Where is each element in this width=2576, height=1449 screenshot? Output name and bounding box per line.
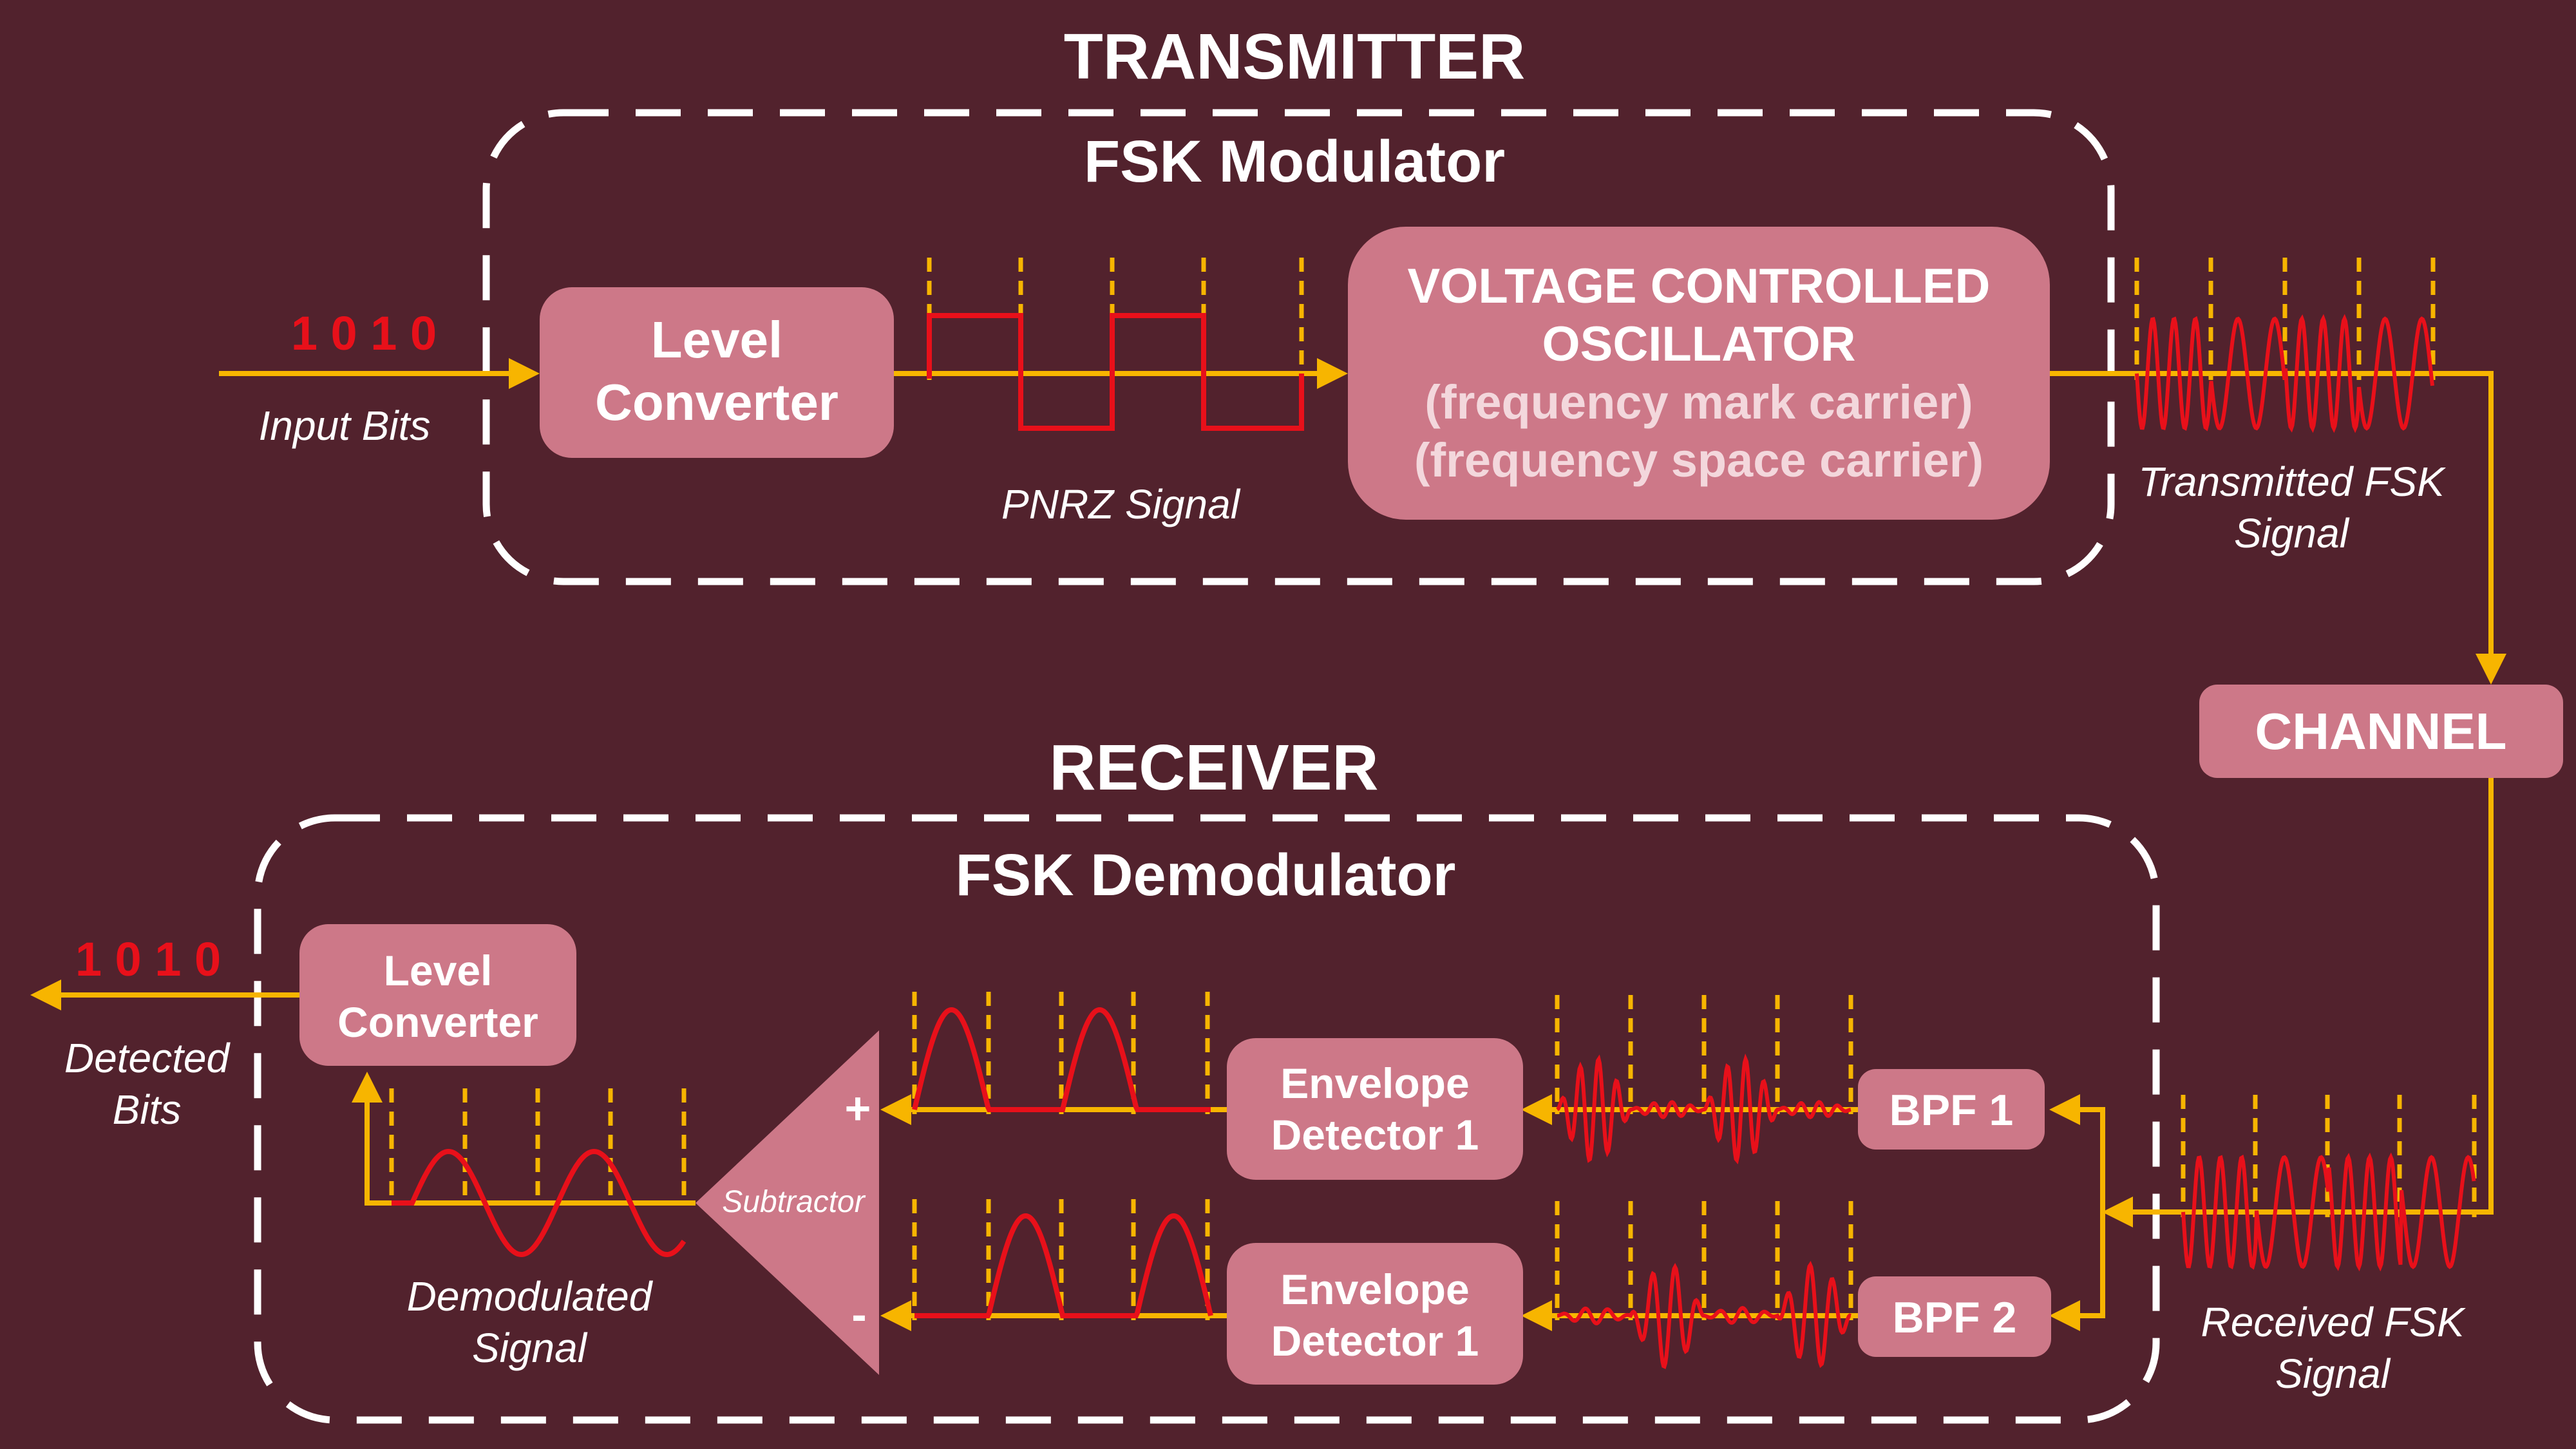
fsk-modulator-title: FSK Modulator — [1084, 129, 1505, 194]
received-fsk-label-2: Signal — [2275, 1350, 2391, 1397]
received-fsk-label: Received FSK — [2201, 1299, 2466, 1345]
detected-bits: 1 0 1 0 — [75, 933, 221, 986]
split-to-bpf1 — [2049, 1094, 2105, 1212]
envelope-detector-bottom-label: Envelope — [1280, 1265, 1469, 1313]
fsk-demodulator-title: FSK Demodulator — [956, 842, 1456, 908]
bpf1-output-waveform — [1556, 1053, 1852, 1165]
vco-mark-carrier: (frequency mark carrier) — [1425, 375, 1973, 429]
channel-label: CHANNEL — [2255, 703, 2506, 760]
fsk-demodulator-group — [254, 814, 2160, 1424]
transmitted-fsk-label: Transmitted FSK — [2138, 459, 2447, 505]
detected-bits-label-2: Bits — [113, 1086, 182, 1133]
input-bits: 1 0 1 0 — [291, 307, 437, 360]
pnrz-signal-label: PNRZ Signal — [1001, 481, 1241, 527]
bpf2-block — [1858, 1276, 2051, 1357]
envelope-detector-top-label: Envelope — [1280, 1059, 1469, 1107]
envelope-output-ticks — [912, 992, 1210, 1320]
vco-block — [1348, 227, 2050, 520]
tx-level-converter-label: Level — [651, 311, 783, 368]
demodulated-signal-label-2: Signal — [472, 1325, 588, 1371]
subtractor-to-level-converter-line — [352, 1072, 696, 1206]
tx-level-converter-label-2: Converter — [595, 374, 838, 431]
demodulated-ticks — [389, 1088, 687, 1204]
envelope-detector-top-block — [1227, 1038, 1523, 1180]
rx-level-converter-label-2: Converter — [337, 998, 538, 1046]
bpf-output-ticks — [1555, 995, 1853, 1320]
input-bits-label: Input Bits — [259, 402, 431, 449]
channel-block — [2199, 685, 2563, 778]
demodulated-waveform — [392, 1148, 687, 1258]
bpf1-label: BPF 1 — [1889, 1086, 2014, 1135]
vco-title-line-1: VOLTAGE CONTROLLED — [1408, 259, 1991, 314]
pnrz-waveform — [927, 313, 1304, 431]
bpf2-output-waveform — [1557, 1260, 1852, 1370]
subtractor-label: Subtractor — [722, 1185, 866, 1219]
envelope-detector-bottom-block — [1227, 1243, 1523, 1385]
transmitter-title: TRANSMITTER — [1064, 21, 1526, 93]
envelope-top-output-waveform — [912, 1007, 1211, 1112]
vco-title-line-2: OSCILLATOR — [1542, 317, 1856, 372]
envelope-detector-top-label-2: Detector 1 — [1271, 1111, 1479, 1159]
demodulated-signal-label: Demodulated — [407, 1273, 654, 1320]
split-to-bpf2 — [2049, 1212, 2105, 1331]
detected-bits-label: Detected — [64, 1035, 231, 1081]
envelope-bottom-output-waveform — [914, 1213, 1213, 1318]
bpf2-label: BPF 2 — [1893, 1293, 2017, 1342]
receiver-title: RECEIVER — [1049, 732, 1378, 804]
subtractor-minus-sign: - — [851, 1289, 866, 1340]
tx-fsk-ticks — [2134, 258, 2436, 380]
rx-level-converter-block — [299, 924, 576, 1066]
received-fsk-waveform — [2181, 1152, 2476, 1272]
tx-output-line — [2050, 371, 2506, 685]
tx-level-converter-block — [540, 287, 894, 458]
subtractor-plus-sign: + — [845, 1083, 871, 1133]
pnrz-clock-ticks — [927, 258, 1304, 380]
rx-level-converter-label: Level — [384, 947, 493, 994]
fsk-modulator-group — [482, 109, 2115, 585]
bpf1-block — [1858, 1069, 2045, 1150]
subtractor-block — [696, 1030, 879, 1375]
transmitted-fsk-waveform — [2135, 314, 2434, 433]
envelope-detector-bottom-label-2: Detector 1 — [1271, 1317, 1479, 1365]
rx-input-line — [2102, 778, 2494, 1227]
vco-space-carrier: (frequency space carrier) — [1414, 433, 1984, 487]
transmitted-fsk-label-2: Signal — [2234, 510, 2350, 556]
